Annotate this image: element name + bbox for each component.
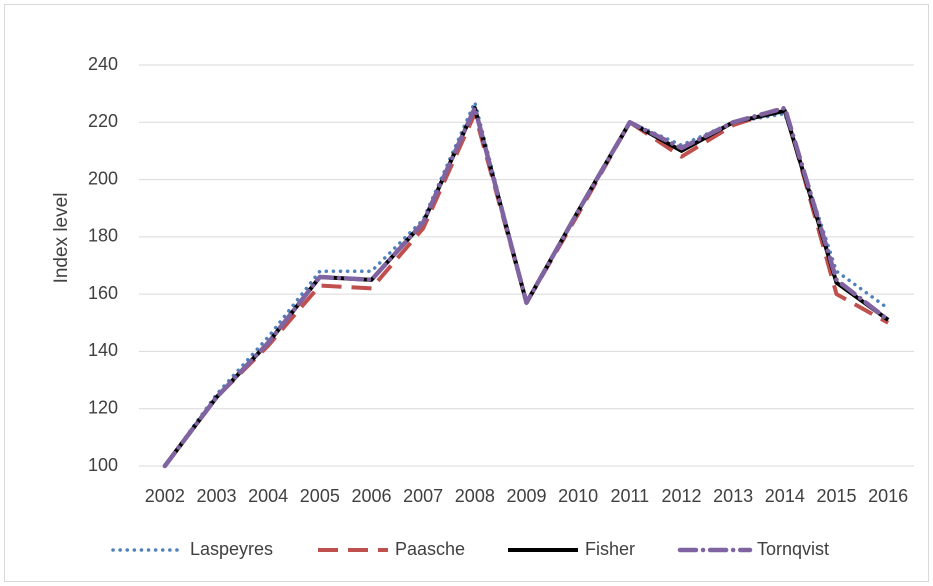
legend-label: Fisher xyxy=(585,539,635,559)
legend-label: Paasche xyxy=(395,539,465,559)
x-tick-label: 2013 xyxy=(713,486,753,506)
x-tick-label: 2016 xyxy=(868,486,908,506)
x-tick-label: 2007 xyxy=(403,486,443,506)
x-tick-label: 2004 xyxy=(248,486,288,506)
y-tick-label: 160 xyxy=(88,283,118,303)
x-tick-label: 2005 xyxy=(300,486,340,506)
x-tick-label: 2015 xyxy=(816,486,856,506)
y-tick-label: 140 xyxy=(88,340,118,360)
legend-label: Tornqvist xyxy=(757,539,829,559)
chart-frame xyxy=(4,4,929,582)
x-tick-label: 2002 xyxy=(145,486,185,506)
y-tick-label: 200 xyxy=(88,168,118,188)
y-tick-label: 180 xyxy=(88,226,118,246)
x-tick-label: 2012 xyxy=(661,486,701,506)
x-tick-label: 2014 xyxy=(765,486,805,506)
x-tick-label: 2003 xyxy=(196,486,236,506)
x-tick-label: 2008 xyxy=(455,486,495,506)
legend-label: Laspeyres xyxy=(190,539,273,559)
y-axis-label: Index level xyxy=(51,193,72,284)
y-tick-label: 220 xyxy=(88,111,118,131)
series-line xyxy=(162,105,891,469)
y-tick-label: 100 xyxy=(88,455,118,475)
x-tick-label: 2006 xyxy=(351,486,391,506)
y-tick-label: 120 xyxy=(88,397,118,417)
x-tick-label: 2009 xyxy=(506,486,546,506)
x-tick-label: 2010 xyxy=(558,486,598,506)
y-tick-label: 240 xyxy=(88,54,118,74)
x-tick-label: 2011 xyxy=(610,486,649,506)
